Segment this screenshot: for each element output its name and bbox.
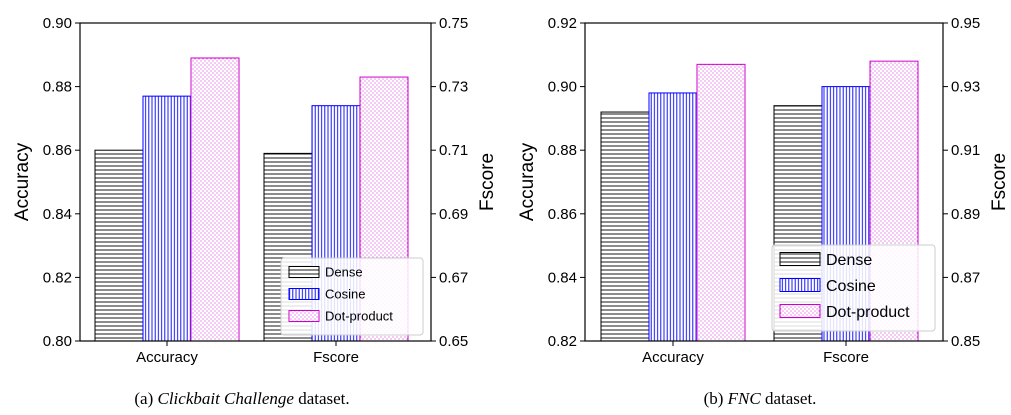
bar-cosine-accuracy (648, 92, 698, 342)
x-tick-label: Fscore (313, 349, 359, 366)
legend-swatch-dot-product (779, 304, 821, 318)
right-tick-label: 0.69 (439, 206, 468, 223)
x-tick-label: Fscore (823, 349, 869, 366)
left-tick-label: 0.82 (43, 269, 72, 286)
caption-dataset-name: Clickbait Challenge (157, 389, 294, 408)
legend: Dense Cosine Dot-product (280, 257, 424, 336)
plot-frame (79, 22, 432, 342)
legend: Dense Cosine Dot-product (771, 244, 936, 332)
y-axis-label: Accuracy (517, 142, 538, 221)
caption-prefix: (b) (704, 389, 728, 408)
legend-label-cosine: Cosine (826, 278, 876, 295)
right-tick-label: 0.89 (951, 206, 980, 223)
left-tick-label: 0.90 (548, 79, 577, 96)
bar-dot-product-accuracy (696, 63, 746, 342)
caption-dataset-name: FNC (727, 389, 762, 408)
right-tick-label: 0.93 (951, 79, 980, 96)
y-axis-right-label: Fscore (989, 153, 1010, 211)
x-tick-label: Accuracy (642, 349, 704, 366)
bar-cosine-accuracy (142, 95, 192, 342)
right-tick-label: 0.71 (439, 142, 468, 159)
left-tick-label: 0.88 (548, 142, 577, 159)
legend-label-cosine: Cosine (325, 287, 365, 302)
right-tick-label: 0.73 (439, 79, 468, 96)
panel-caption: (b) FNC dataset. (704, 389, 817, 408)
left-tick-label: 0.88 (43, 79, 72, 96)
left-tick-label: 0.90 (43, 15, 72, 32)
bar-dot-product-accuracy (190, 57, 240, 342)
legend-swatch-dense (779, 252, 821, 266)
chart-panel-b: 0.82 0.84 0.86 0.88 0.90 0.92 0.85 0.87 0.89 0.91… (517, 15, 1010, 408)
legend-label-dot-product: Dot-product (325, 309, 393, 324)
legend-swatch-dense (288, 266, 320, 278)
legend-swatch-cosine (779, 278, 821, 292)
right-tick-label: 0.87 (951, 269, 980, 286)
y-axis-label: Accuracy (12, 142, 33, 221)
caption-prefix: (a) (134, 389, 157, 408)
left-tick-label: 0.84 (548, 269, 577, 286)
right-tick-label: 0.75 (439, 15, 468, 32)
panel-caption: (a) Clickbait Challenge dataset. (134, 389, 349, 408)
legend-swatch-cosine (288, 288, 320, 300)
bar-dense-accuracy (94, 149, 144, 342)
plot-frame (584, 22, 944, 342)
caption-suffix: dataset. (761, 389, 817, 408)
y-axis-right-label: Fscore (477, 153, 498, 211)
legend-label-dense: Dense (826, 252, 872, 269)
right-tick-label: 0.91 (951, 142, 980, 159)
left-tick-label: 0.84 (43, 206, 72, 223)
caption-suffix: dataset. (294, 389, 350, 408)
legend-label-dense: Dense (325, 265, 363, 280)
left-tick-label: 0.80 (43, 333, 72, 350)
left-tick-label: 0.92 (548, 15, 577, 32)
right-tick-label: 0.67 (439, 269, 468, 286)
right-tick-label: 0.65 (439, 333, 468, 350)
legend-label-dot-product: Dot-product (826, 304, 910, 321)
legend-swatch-dot-product (288, 310, 320, 322)
left-tick-label: 0.82 (548, 333, 577, 350)
x-tick-label: Accuracy (136, 349, 198, 366)
left-tick-label: 0.86 (548, 206, 577, 223)
right-tick-label: 0.95 (951, 15, 980, 32)
chart-panel-a: 0.80 0.82 0.84 0.86 0.88 0.90 0.65 0.67 0.69 0.71… (12, 15, 498, 408)
bar-dense-accuracy (600, 111, 650, 342)
left-tick-label: 0.86 (43, 142, 72, 159)
right-tick-label: 0.85 (951, 333, 980, 350)
